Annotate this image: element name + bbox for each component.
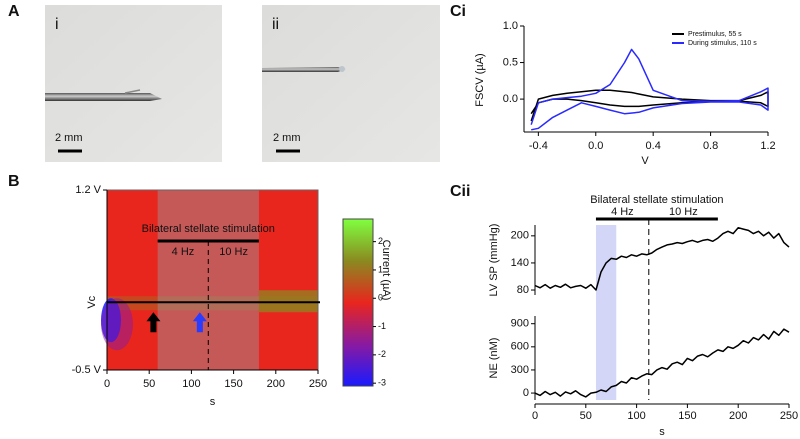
colorbar-tick-label: 2 (378, 236, 383, 246)
y-axis-label: NE (nM) (488, 338, 500, 379)
series-line (534, 226, 790, 291)
x-tick-label: 250 (309, 378, 327, 390)
colorbar-tick-label: 0 (378, 293, 383, 303)
series-line (530, 89, 769, 122)
series-line (534, 328, 790, 398)
y-tick-label: 80 (517, 284, 529, 296)
needle-wire (124, 89, 141, 94)
arrow (146, 312, 161, 333)
y-axis-label: LV SP (mmHg) (488, 224, 500, 297)
x-tick-label: 50 (143, 378, 155, 390)
y-axis-label: FSCV (µA) (474, 53, 486, 106)
photo-i (45, 5, 222, 162)
panel-label: Ci (450, 3, 466, 20)
colorbar-label: Current (µA) (380, 240, 392, 301)
panel-label: B (8, 173, 20, 190)
x-tick-label: 200 (729, 410, 747, 422)
wire-tip (339, 66, 345, 72)
scale-label: 2 mm (273, 132, 301, 144)
x-tick-label: 0 (104, 378, 110, 390)
y-tick-label: 300 (511, 364, 529, 376)
stim-segment: 10 Hz (669, 206, 698, 218)
y-tick-label: 1.0 (503, 20, 518, 32)
scale-label: 2 mm (55, 132, 83, 144)
colorbar-tick-label: 1 (378, 264, 383, 274)
x-tick-label: 150 (224, 378, 242, 390)
photo-label: ii (272, 16, 279, 33)
y-tick-label: 140 (511, 257, 529, 269)
x-tick-label: 200 (267, 378, 285, 390)
x-tick-label: 150 (678, 410, 696, 422)
heatmap (107, 190, 318, 370)
x-tick-label: 50 (580, 410, 592, 422)
x-tick-label: 250 (780, 410, 798, 422)
stim-shade (595, 225, 617, 400)
y-tick-label: -0.5 V (72, 364, 102, 376)
legend-label: Prestimulus, 55 s (688, 31, 742, 38)
x-tick-label: 0.4 (646, 140, 661, 152)
y-tick-label: 0.0 (503, 93, 518, 105)
x-tick-label: 100 (627, 410, 645, 422)
colorbar-tick-label: -3 (378, 378, 386, 388)
x-tick-label: -0.4 (529, 140, 548, 152)
x-tick-label: 1.2 (760, 140, 775, 152)
x-axis-label: V (641, 155, 649, 167)
stim-segment: 4 Hz (172, 246, 195, 258)
x-tick-label: 0.8 (703, 140, 718, 152)
y-tick-label: 0 (523, 387, 529, 399)
y-tick-label: 0.5 (503, 56, 518, 68)
series-line (530, 48, 769, 131)
x-tick-label: 100 (182, 378, 200, 390)
y-tick-label: 900 (511, 318, 529, 330)
x-axis-label: s (659, 426, 665, 438)
stim-label: Bilateral stellate stimulation (590, 194, 723, 206)
stim-label: Bilateral stellate stimulation (142, 223, 275, 235)
stim-segment: 10 Hz (219, 246, 248, 258)
x-tick-label: 0 (532, 410, 538, 422)
legend-label: During stimulus, 110 s (688, 40, 757, 47)
colorbar-tick-label: -1 (378, 321, 386, 331)
colorbar-tick-label: -2 (378, 349, 386, 359)
wire (262, 67, 346, 72)
photo-label: i (55, 16, 59, 33)
photo-ii (262, 5, 440, 162)
y-tick-label: 200 (511, 230, 529, 242)
heatmap-blob (101, 298, 133, 351)
panel-label: A (8, 3, 20, 20)
y-tick-label: 1.2 V (75, 184, 101, 196)
x-axis-label: s (210, 396, 216, 408)
colorbar (342, 218, 374, 387)
needle (45, 93, 162, 101)
y-axis-label: Vc (86, 295, 98, 308)
x-tick-label: 0.0 (588, 140, 603, 152)
panel-label: Cii (450, 183, 470, 200)
stim-segment: 4 Hz (611, 206, 634, 218)
arrow (192, 312, 207, 333)
y-tick-label: 600 (511, 341, 529, 353)
